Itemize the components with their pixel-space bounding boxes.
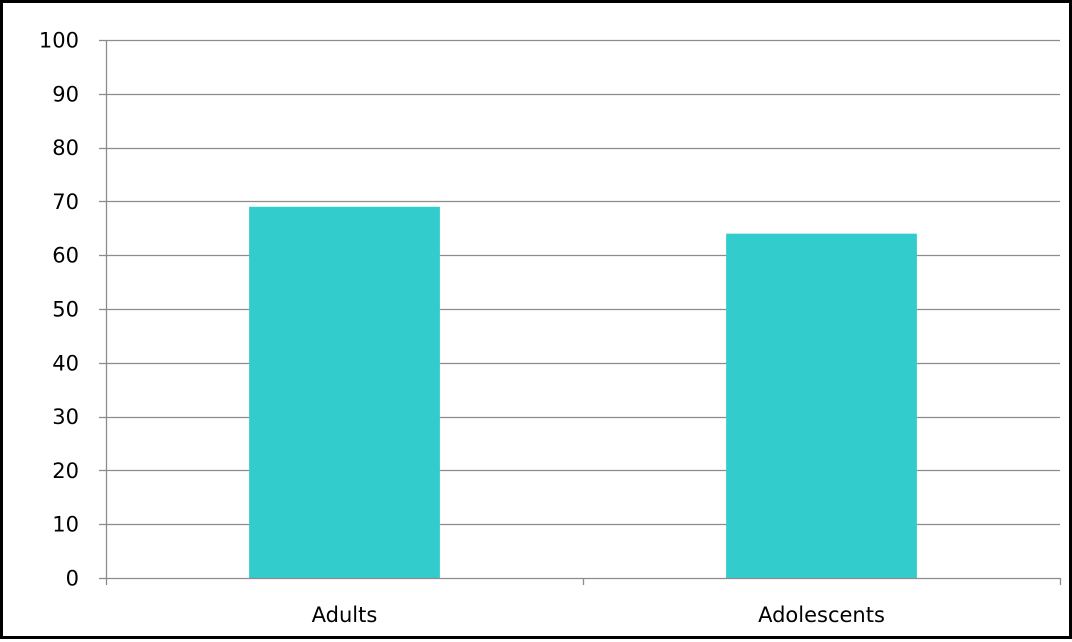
y-tick-label: 10 bbox=[52, 513, 79, 537]
y-tick-labels: 0 10 20 30 40 50 60 70 80 90 100 bbox=[39, 29, 79, 591]
y-tick-label: 90 bbox=[52, 82, 79, 106]
y-tick-label: 30 bbox=[52, 405, 79, 429]
y-tick-label: 100 bbox=[39, 29, 79, 53]
y-tick-label: 40 bbox=[52, 351, 79, 375]
y-tick-label: 20 bbox=[52, 459, 79, 483]
axes bbox=[99, 39, 1062, 585]
x-tick-label: Adults bbox=[312, 603, 378, 627]
y-tick-label: 60 bbox=[52, 244, 79, 268]
bars bbox=[249, 206, 917, 578]
x-tick-labels: Adults Adolescents bbox=[312, 603, 885, 627]
x-tick-label: Adolescents bbox=[758, 603, 885, 627]
y-tick-label: 80 bbox=[52, 136, 79, 160]
y-tick-label: 50 bbox=[52, 298, 79, 322]
y-tick-label: 0 bbox=[66, 567, 79, 591]
bar-adolescents bbox=[726, 233, 917, 578]
bar-adults bbox=[249, 206, 440, 578]
bar-chart: 0 10 20 30 40 50 60 70 80 90 100 Adults Adolescents bbox=[39, 29, 1062, 627]
y-tick-label: 70 bbox=[52, 190, 79, 214]
